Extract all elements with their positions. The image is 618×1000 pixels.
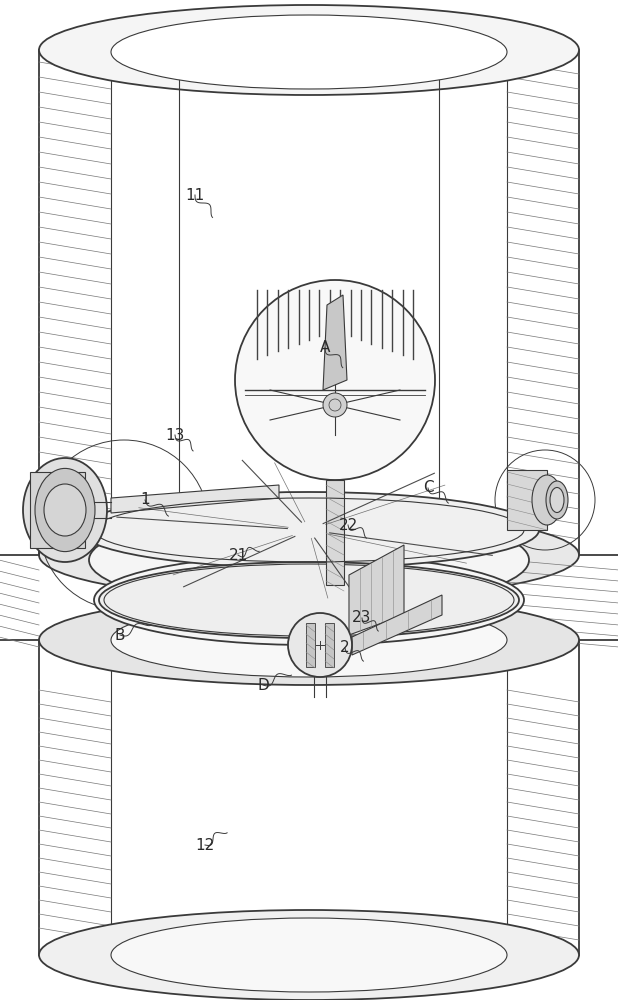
Ellipse shape (39, 910, 579, 1000)
Polygon shape (306, 623, 315, 667)
Ellipse shape (44, 484, 86, 536)
Ellipse shape (23, 458, 107, 562)
Text: 2: 2 (340, 641, 350, 656)
Text: 23: 23 (352, 610, 371, 626)
Text: 11: 11 (185, 188, 205, 202)
Ellipse shape (99, 562, 519, 638)
Circle shape (323, 393, 347, 417)
Ellipse shape (532, 475, 562, 525)
Polygon shape (325, 623, 334, 667)
Circle shape (235, 280, 435, 480)
Text: C: C (423, 481, 433, 495)
Ellipse shape (111, 918, 507, 992)
Text: 12: 12 (195, 838, 214, 852)
Polygon shape (111, 485, 279, 513)
Polygon shape (30, 472, 85, 548)
Ellipse shape (546, 481, 568, 519)
Ellipse shape (111, 603, 507, 677)
Polygon shape (323, 295, 347, 390)
Text: 22: 22 (339, 518, 358, 532)
Ellipse shape (39, 510, 579, 600)
Polygon shape (352, 595, 442, 655)
Text: B: B (115, 628, 125, 643)
Ellipse shape (111, 15, 507, 89)
Ellipse shape (39, 595, 579, 685)
Text: 1: 1 (140, 492, 150, 508)
Ellipse shape (89, 510, 529, 610)
Polygon shape (349, 545, 404, 635)
Polygon shape (507, 470, 547, 530)
Ellipse shape (39, 5, 579, 95)
Ellipse shape (79, 492, 539, 568)
Ellipse shape (550, 488, 564, 512)
Ellipse shape (35, 468, 95, 552)
Ellipse shape (111, 518, 507, 592)
Polygon shape (326, 480, 344, 585)
Text: 21: 21 (229, 548, 248, 562)
Text: 13: 13 (165, 428, 185, 442)
Ellipse shape (94, 555, 524, 645)
Text: D: D (257, 678, 269, 692)
Circle shape (288, 613, 352, 677)
Text: A: A (320, 340, 330, 356)
